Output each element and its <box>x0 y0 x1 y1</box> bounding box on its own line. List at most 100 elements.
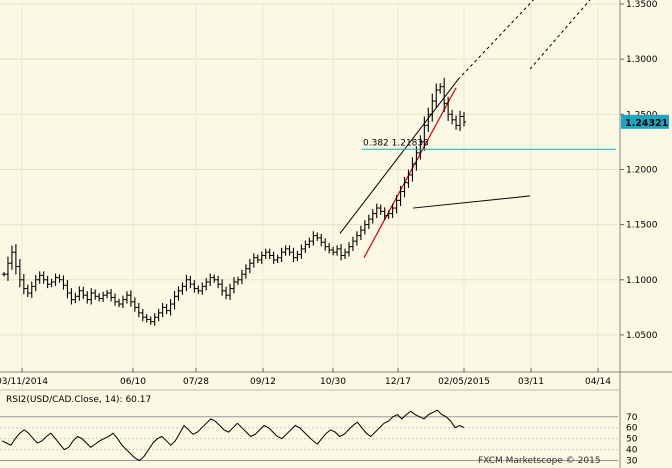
fib-level-label: 0.382 1.21833 <box>363 138 429 148</box>
time-tick-label: 07/28 <box>183 377 209 387</box>
price-bar <box>442 77 447 113</box>
price-bar <box>69 288 74 305</box>
price-bar <box>275 254 280 263</box>
price-tick-label: 1.1000 <box>626 276 658 286</box>
time-tick-label: 06/10 <box>120 377 146 387</box>
price-tick-label: 1.3000 <box>626 55 658 65</box>
price-bar <box>156 308 161 322</box>
price-bar <box>61 275 66 290</box>
price-bar <box>299 244 304 259</box>
price-bar <box>390 203 395 218</box>
price-bar <box>212 274 217 283</box>
time-tick-label: 03/11 <box>518 377 544 387</box>
price-tick-label: 1.3500 <box>626 0 658 10</box>
price-bar <box>386 210 391 219</box>
price-bar <box>358 225 363 241</box>
price-bar <box>450 109 455 125</box>
price-bar <box>33 274 38 292</box>
price-bar <box>97 293 102 302</box>
red-trend-line <box>363 87 457 258</box>
price-bar <box>271 251 276 264</box>
price-bar <box>120 295 125 308</box>
price-bar <box>438 83 443 94</box>
price-bar <box>347 242 351 257</box>
price-bar <box>331 246 336 256</box>
price-bar <box>77 286 82 301</box>
price-bar <box>105 289 110 299</box>
price-tick-label: 1.2000 <box>626 165 658 175</box>
price-bar <box>239 269 244 285</box>
price-bar <box>458 110 463 132</box>
price-bar <box>176 286 181 301</box>
price-bar <box>41 271 46 284</box>
price-bar <box>17 259 22 288</box>
watermark: FXCM Marketscope © 2015 <box>478 456 601 466</box>
price-bar <box>9 245 14 270</box>
price-axis-bg <box>620 0 672 372</box>
price-bar <box>148 316 153 325</box>
price-bar <box>184 274 189 292</box>
price-bar <box>164 303 169 315</box>
price-bar <box>283 245 288 256</box>
price-bar <box>85 291 90 304</box>
price-bar <box>37 271 42 284</box>
price-bar <box>93 289 98 300</box>
price-bar <box>172 291 177 310</box>
price-bar <box>422 116 427 151</box>
price-bar <box>430 93 435 122</box>
price-bar <box>454 115 459 130</box>
current-price-tag: 1.24321 <box>625 118 668 129</box>
price-bar <box>426 107 431 132</box>
projection-upper-line <box>457 0 535 80</box>
time-tick-label: 10/30 <box>320 377 346 387</box>
price-bar <box>287 245 292 256</box>
price-bar <box>49 278 54 288</box>
price-bar <box>65 279 70 299</box>
price-bar <box>343 248 348 260</box>
price-bar <box>291 247 296 263</box>
price-bar <box>350 236 355 252</box>
price-bar <box>13 244 18 275</box>
price-bar <box>53 273 58 286</box>
price-bar <box>232 277 236 294</box>
price-bar <box>200 282 205 295</box>
price-bar <box>216 275 221 289</box>
price-bar <box>192 280 197 293</box>
price-bar <box>235 276 240 286</box>
time-tick-label: 09/12 <box>250 377 276 387</box>
price-bar <box>208 273 213 286</box>
price-bar <box>101 291 106 303</box>
current-price-tag-bg <box>621 114 669 129</box>
price-bar <box>279 247 284 263</box>
price-bar <box>21 274 26 295</box>
price-bar <box>180 282 185 295</box>
price-bar <box>243 264 248 279</box>
price-tick-label: 1.0500 <box>626 331 658 341</box>
price-bar <box>117 298 121 308</box>
price-tick-label: 1.1500 <box>626 221 658 231</box>
price-bar <box>374 203 379 218</box>
time-tick-label: 02/05/2015 <box>438 377 490 387</box>
channel-upper-line <box>339 79 459 234</box>
rsi-line <box>1 409 465 462</box>
rsi-tick-label: 30 <box>626 457 638 467</box>
price-bar <box>410 157 415 182</box>
price-bar <box>140 308 145 322</box>
price-bar <box>370 209 375 224</box>
price-bar <box>128 290 133 307</box>
rsi-tick-label: 50 <box>626 435 638 445</box>
price-bar <box>5 256 10 281</box>
price-bar <box>25 284 30 297</box>
price-bar <box>406 169 411 188</box>
price-bar <box>160 302 165 318</box>
price-bar <box>434 83 439 108</box>
price-bar <box>366 214 371 230</box>
price-bar <box>132 297 137 312</box>
price-bar <box>319 233 324 247</box>
projection-lower-line <box>529 0 591 70</box>
price-bar <box>168 299 173 316</box>
price-bar <box>394 195 399 214</box>
price-bar <box>57 274 62 283</box>
price-bar <box>247 258 252 274</box>
